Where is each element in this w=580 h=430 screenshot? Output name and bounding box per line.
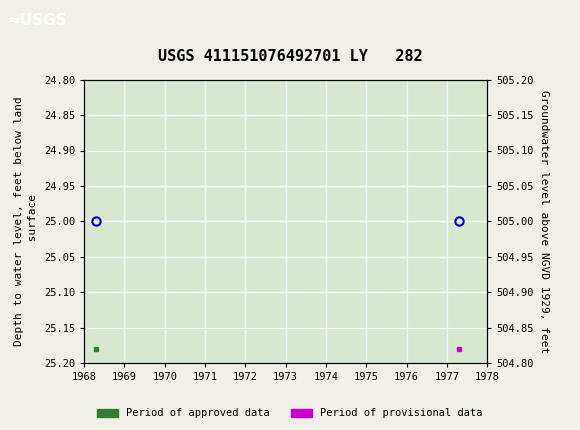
Text: ≈USGS: ≈USGS [7,12,67,28]
Y-axis label: Groundwater level above NGVD 1929, feet: Groundwater level above NGVD 1929, feet [539,90,549,353]
Y-axis label: Depth to water level, feet below land
 surface: Depth to water level, feet below land su… [14,97,38,346]
Text: USGS 411151076492701 LY   282: USGS 411151076492701 LY 282 [158,49,422,64]
Legend: Period of approved data, Period of provisional data: Period of approved data, Period of provi… [93,404,487,423]
